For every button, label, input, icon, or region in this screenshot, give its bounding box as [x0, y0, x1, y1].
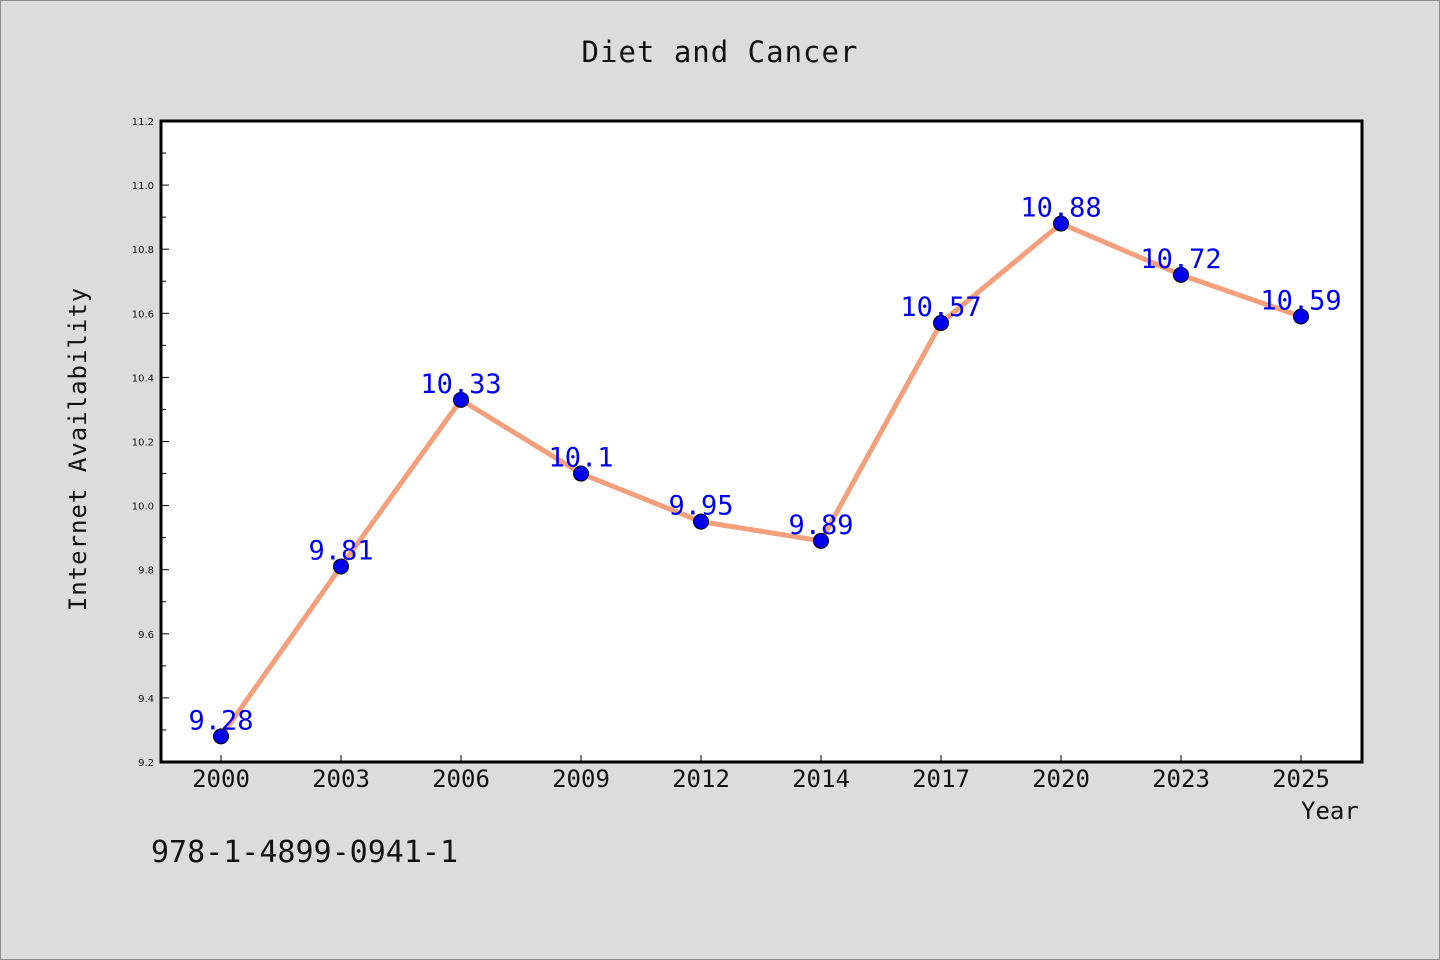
data-label: 10.59: [1260, 286, 1341, 317]
data-label: 9.95: [668, 491, 733, 522]
x-tick-label: 2020: [1032, 765, 1090, 793]
x-tick-label: 2025: [1272, 765, 1330, 793]
chart-title: Diet and Cancer: [581, 35, 859, 69]
data-label: 9.28: [188, 705, 253, 736]
y-tick-label: 9.6: [138, 630, 154, 641]
plot-background: [159, 119, 1364, 764]
data-point-marker: [573, 465, 589, 482]
series-line: [218, 221, 1304, 739]
y-tick-label: 11.0: [132, 181, 154, 192]
x-tick-label: 2017: [912, 765, 970, 793]
x-tick-label: 2006: [432, 765, 490, 793]
y-tick-label: 10.0: [132, 502, 154, 513]
data-label: 9.81: [308, 535, 373, 566]
data-label: 10.72: [1140, 244, 1221, 275]
data-point-marker: [1173, 266, 1189, 283]
y-tick-label: 10.4: [132, 373, 154, 384]
x-tick-label: 2023: [1152, 765, 1210, 793]
y-tick-label: 9.4: [138, 694, 154, 705]
data-label: 10.33: [420, 369, 501, 400]
y-tick-label: 11.2: [132, 117, 154, 128]
y-tick-label: 10.8: [132, 245, 154, 256]
data-point-marker: [1053, 215, 1069, 232]
x-tick-label: 2000: [192, 765, 250, 793]
isbn-footnote: 978-1-4899-0941-1: [151, 835, 459, 870]
x-axis-label: Year: [1301, 797, 1359, 825]
y-tick-label: 9.8: [138, 566, 154, 577]
data-label: 10.1: [548, 443, 613, 474]
series-group: 9.28 9.81 10.33 10.1 9.95 9.89 10.57 10.88 10.72…: [188, 193, 1342, 745]
data-point-marker: [813, 532, 829, 549]
y-axis-ticks: 9.2 9.4 9.6 9.8 10.0 10.2 10.4 10.6 10.8 11.0 11.2: [132, 117, 169, 769]
data-label: 10.88: [1020, 193, 1101, 224]
data-point-marker: [1293, 308, 1309, 325]
y-tick-label: 10.2: [132, 438, 154, 449]
x-axis-ticks: 2000 2003 2006 2009 2012 2014 2017 2020 2023 2025: [192, 755, 1330, 793]
data-label: 10.57: [900, 292, 981, 323]
x-tick-label: 2003: [312, 765, 370, 793]
x-tick-label: 2014: [792, 765, 850, 793]
data-point-marker: [453, 391, 469, 408]
x-tick-label: 2009: [552, 765, 610, 793]
data-point-marker: [693, 513, 709, 530]
data-point-marker: [333, 558, 349, 575]
data-point-marker: [213, 728, 229, 745]
y-tick-label: 9.2: [138, 758, 154, 769]
y-tick-label: 10.6: [132, 309, 154, 320]
x-tick-label: 2012: [672, 765, 730, 793]
data-label: 9.89: [788, 510, 853, 541]
data-point-marker: [933, 314, 949, 331]
